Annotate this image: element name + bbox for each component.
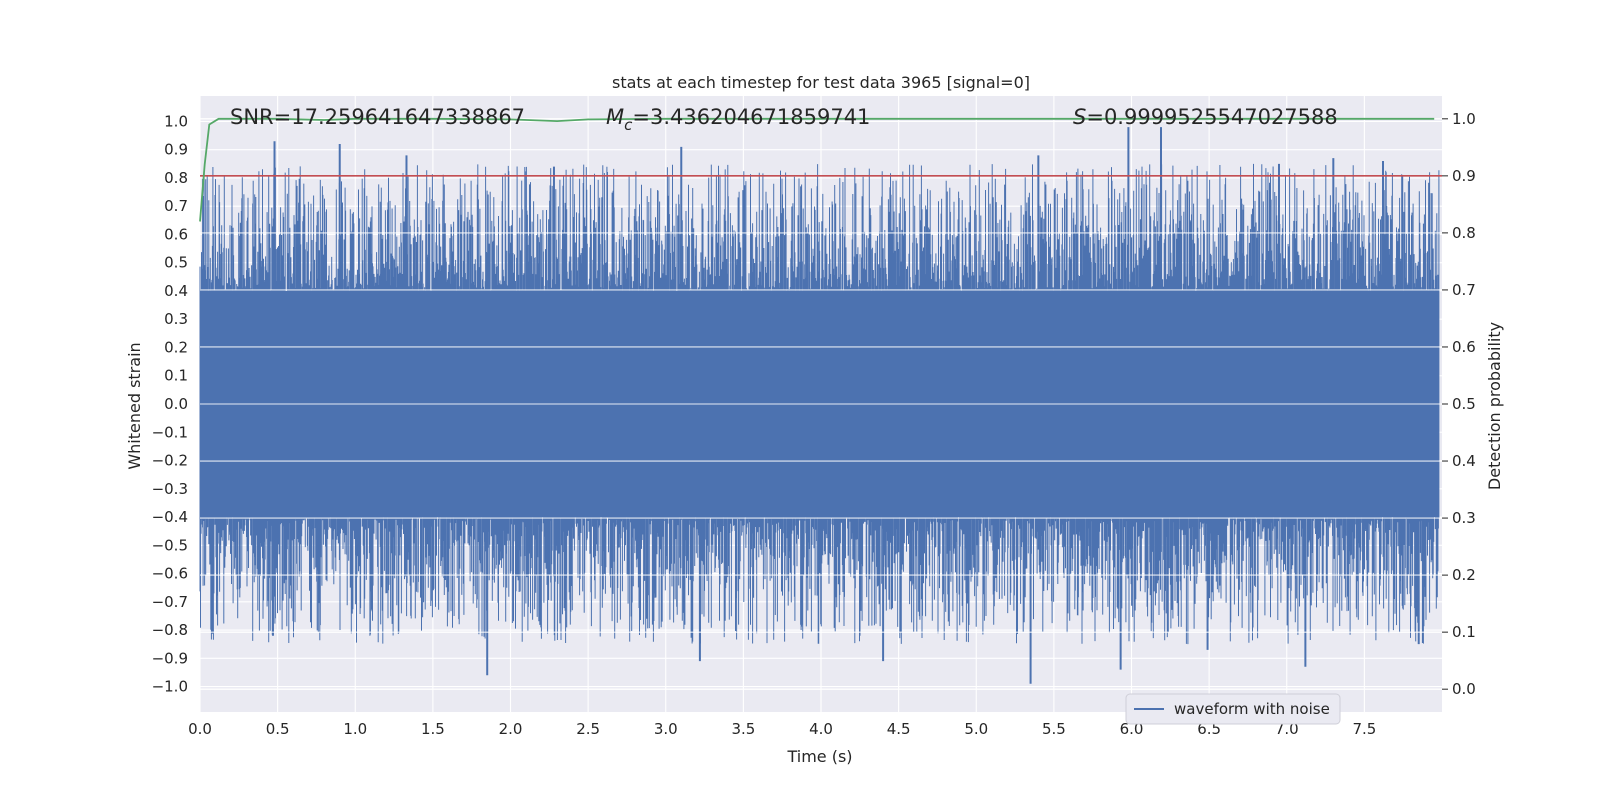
overlay-lines bbox=[199, 117, 1442, 222]
y2-tick-label: 0.8 bbox=[1452, 224, 1476, 242]
legend-label: waveform with noise bbox=[1174, 700, 1330, 718]
y-tick-label: 0.2 bbox=[164, 338, 188, 356]
chirp-mass-value: =3.436204671859741 bbox=[632, 105, 870, 129]
waveform-series bbox=[199, 118, 1442, 690]
y2-tick-label: 0.2 bbox=[1452, 566, 1476, 584]
y-tick-label: −0.6 bbox=[152, 565, 188, 583]
y-tick-label: −0.9 bbox=[152, 649, 188, 667]
y2-tick-label: 0.6 bbox=[1452, 338, 1476, 356]
waveform-noise bbox=[199, 163, 1440, 645]
snr-annotation: SNR=17.259641647338867 bbox=[230, 105, 525, 129]
y-tick-label: −0.4 bbox=[152, 508, 188, 526]
y-axis-label: Whitened strain bbox=[125, 342, 144, 469]
y2-tick-label: 1.0 bbox=[1452, 110, 1476, 128]
y-tick-label: −0.5 bbox=[152, 536, 188, 554]
x-tick-label: 1.0 bbox=[343, 720, 367, 738]
y2-axis-label: Detection probability bbox=[1485, 322, 1504, 490]
legend: waveform with noise bbox=[1125, 693, 1341, 725]
chirp-mass-symbol: M bbox=[606, 105, 624, 129]
y-tick-label: 1.0 bbox=[164, 112, 188, 130]
y-tick-label: −0.8 bbox=[152, 621, 188, 639]
y-tick-label: −0.7 bbox=[152, 593, 188, 611]
x-tick-label: 5.5 bbox=[1042, 720, 1066, 738]
y2-tick-label: 0.0 bbox=[1452, 680, 1476, 698]
y2-tick-label: 0.1 bbox=[1452, 623, 1476, 641]
y-tick-label: 0.0 bbox=[164, 395, 188, 413]
y-tick-label: 0.5 bbox=[164, 254, 188, 272]
y-tick-label: 0.4 bbox=[164, 282, 188, 300]
y-tick-label: 0.6 bbox=[164, 225, 188, 243]
x-tick-label: 5.0 bbox=[964, 720, 988, 738]
s-annotation: S=0.9999525547027588 bbox=[1073, 105, 1338, 129]
y-tick-label: 0.7 bbox=[164, 197, 188, 215]
y-tick-label: 0.8 bbox=[164, 169, 188, 187]
y2-tick-label: 0.9 bbox=[1452, 167, 1476, 185]
y2-tick-label: 0.5 bbox=[1452, 395, 1476, 413]
s-value: =0.9999525547027588 bbox=[1086, 105, 1337, 129]
x-tick-label: 3.0 bbox=[654, 720, 678, 738]
x-tick-label: 3.5 bbox=[731, 720, 755, 738]
x-tick-label: 7.5 bbox=[1352, 720, 1376, 738]
y-tick-label: −0.3 bbox=[152, 480, 188, 498]
x-axis-label: Time (s) bbox=[786, 747, 852, 766]
y-tick-label: −1.0 bbox=[152, 678, 188, 696]
y-tick-label: −0.1 bbox=[152, 423, 188, 441]
legend-box bbox=[1125, 693, 1341, 725]
x-tick-label: 4.5 bbox=[887, 720, 911, 738]
x-tick-label: 0.0 bbox=[188, 720, 212, 738]
x-tick-label: 4.0 bbox=[809, 720, 833, 738]
x-tick-label: 2.0 bbox=[499, 720, 523, 738]
y-tick-label: −0.2 bbox=[152, 452, 188, 470]
x-tick-label: 1.5 bbox=[421, 720, 445, 738]
y2-tick-label: 0.4 bbox=[1452, 452, 1476, 470]
y-tick-label: 0.1 bbox=[164, 367, 188, 385]
chirp-mass-subscript: c bbox=[624, 116, 633, 134]
y2-tick-label: 0.3 bbox=[1452, 509, 1476, 527]
y-tick-label: 0.9 bbox=[164, 141, 188, 159]
chirp-mass-annotation: Mc=3.436204671859741 bbox=[606, 105, 870, 134]
x-tick-label: 0.5 bbox=[266, 720, 290, 738]
s-symbol: S bbox=[1073, 105, 1086, 129]
y-tick-label: 0.3 bbox=[164, 310, 188, 328]
detection-probability-line bbox=[199, 117, 1435, 222]
y2-tick-label: 0.7 bbox=[1452, 281, 1476, 299]
tick-labels: 0.0 0.5 1.0 1.5 2.0 2.5 3.0 3.5 4.0 4.5 5.0 5.5 6.0 6… bbox=[152, 110, 1476, 738]
chart-title: stats at each timestep for test data 396… bbox=[612, 73, 1030, 92]
x-tick-label: 2.5 bbox=[576, 720, 600, 738]
